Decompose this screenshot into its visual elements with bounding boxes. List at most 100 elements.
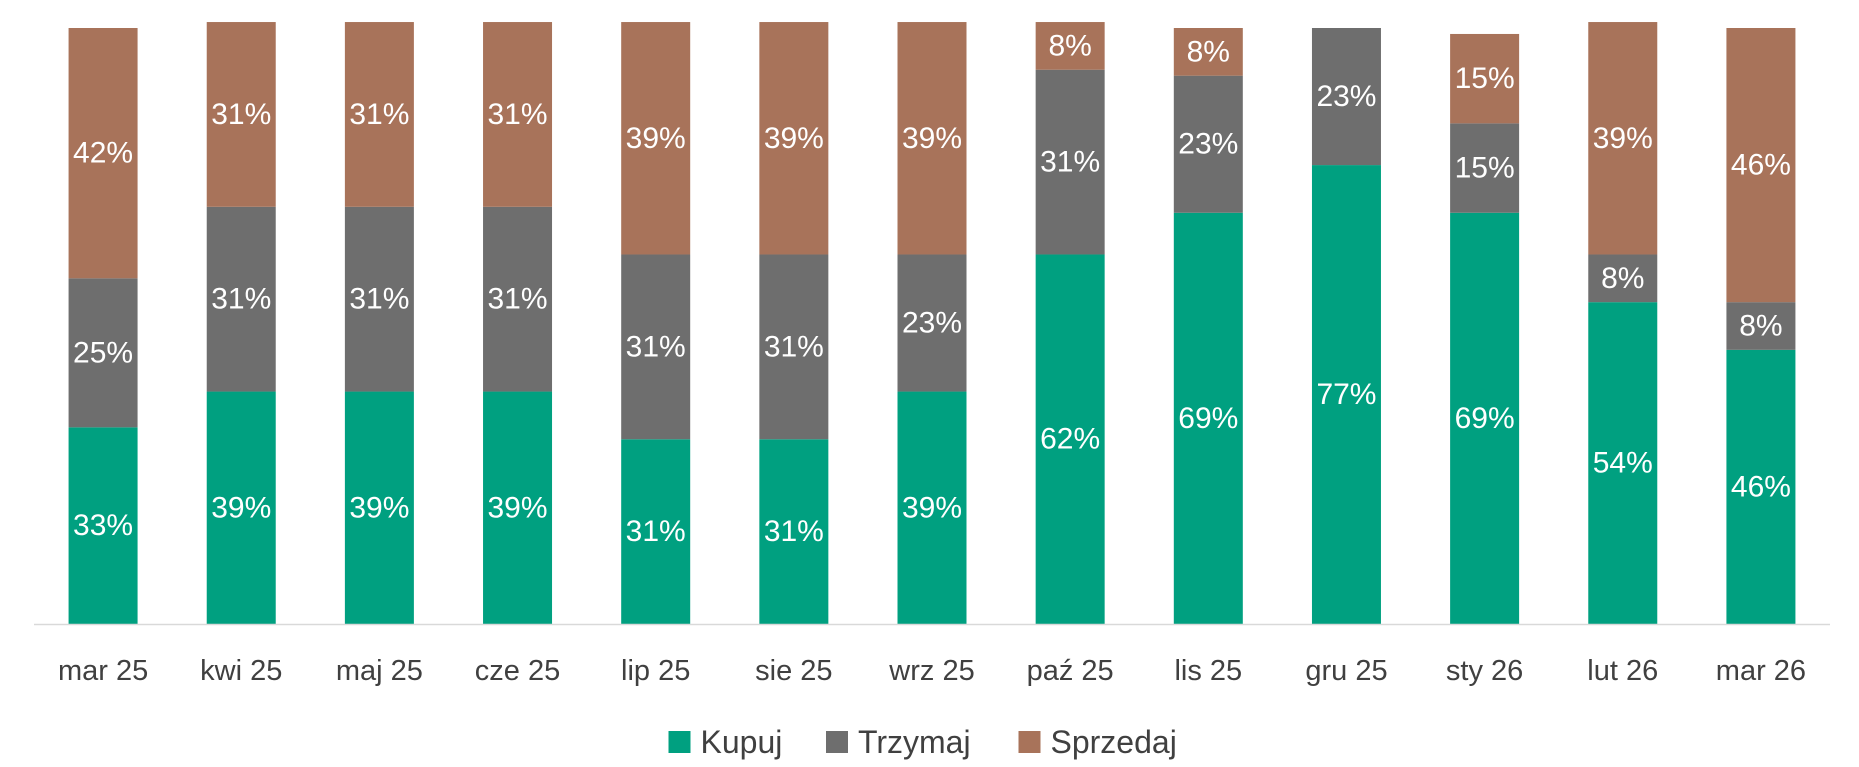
data-label-kupuj-kwi-25: 39% — [211, 491, 271, 524]
bar-segment-sprzedaj-lut-26 — [1588, 22, 1658, 255]
legend-label-kupuj: Kupuj — [701, 724, 783, 760]
data-label-trzymaj-mar-25: 25% — [73, 336, 133, 369]
data-label-sprzedaj-sty-26: 15% — [1455, 62, 1515, 95]
x-tick-label-sie-25: sie 25 — [755, 655, 832, 687]
data-label-sprzedaj-lut-26: 39% — [1593, 122, 1653, 155]
x-tick-label-sty-26: sty 26 — [1446, 655, 1523, 687]
legend-item-trzymaj: Trzymaj — [826, 724, 971, 760]
data-label-kupuj-lut-26: 54% — [1593, 447, 1653, 480]
bar-segment-kupuj-wrz-25 — [897, 391, 967, 624]
bar-segment-kupuj-paz-25 — [1035, 254, 1105, 625]
bar-segment-trzymaj-wrz-25 — [897, 254, 967, 392]
bar-segment-kupuj-kwi-25 — [206, 391, 276, 624]
data-label-trzymaj-wrz-25: 23% — [902, 307, 962, 340]
data-label-sprzedaj-mar-26: 46% — [1731, 149, 1791, 182]
bar-segment-sprzedaj-mar-26 — [1726, 28, 1796, 303]
x-tick-label-cze-25: cze 25 — [475, 655, 560, 687]
data-label-trzymaj-mar-26: 8% — [1739, 310, 1782, 343]
legend-item-kupuj: Kupuj — [668, 724, 783, 760]
segment-labels-layer: 33% 25% 42% 39% 31% 31% 39% 31% 31% 39% 31% 31% 31% 3… — [73, 29, 1791, 548]
bar-segment-trzymaj-maj-25 — [344, 206, 414, 392]
bar-segment-kupuj-mar-26 — [1726, 349, 1796, 624]
data-label-trzymaj-lip-25: 31% — [626, 330, 686, 363]
bar-segment-kupuj-sty-26 — [1450, 212, 1520, 624]
bar-segment-trzymaj-mar-26 — [1726, 302, 1796, 350]
bar-segment-trzymaj-sie-25 — [759, 254, 829, 440]
x-tick-label-gru-25: gru 25 — [1305, 655, 1387, 687]
bar-segment-trzymaj-cze-25 — [483, 206, 553, 392]
bar-segment-trzymaj-lip-25 — [621, 254, 691, 440]
bar-segment-kupuj-mar-25 — [68, 427, 138, 624]
data-label-sprzedaj-kwi-25: 31% — [211, 98, 271, 131]
bar-segment-kupuj-sie-25 — [759, 439, 829, 624]
data-label-sprzedaj-sie-25: 39% — [764, 122, 824, 155]
legend-item-sprzedaj: Sprzedaj — [1018, 724, 1177, 760]
bar-segment-kupuj-cze-25 — [483, 391, 553, 624]
bar-segment-kupuj-maj-25 — [344, 391, 414, 624]
bar-segment-trzymaj-gru-25 — [1311, 28, 1381, 166]
bar-segment-kupuj-lis-25 — [1173, 212, 1243, 624]
data-label-trzymaj-sie-25: 31% — [764, 330, 824, 363]
bar-segment-trzymaj-lis-25 — [1173, 75, 1243, 213]
data-label-sprzedaj-lis-25: 8% — [1187, 35, 1230, 68]
bar-segment-sprzedaj-paz-25 — [1035, 22, 1105, 70]
bar-segment-trzymaj-lut-26 — [1588, 254, 1658, 303]
bar-segment-sprzedaj-wrz-25 — [897, 22, 967, 255]
data-label-kupuj-sie-25: 31% — [764, 515, 824, 548]
data-label-trzymaj-lis-25: 23% — [1178, 128, 1238, 161]
data-label-kupuj-lip-25: 31% — [626, 515, 686, 548]
x-tick-label-wrz-25: wrz 25 — [888, 655, 974, 687]
data-label-kupuj-mar-26: 46% — [1731, 470, 1791, 503]
data-label-kupuj-sty-26: 69% — [1455, 402, 1515, 435]
bar-segment-sprzedaj-lis-25 — [1173, 28, 1243, 76]
bar-segment-sprzedaj-maj-25 — [344, 22, 414, 207]
data-label-kupuj-cze-25: 39% — [488, 491, 548, 524]
bar-segment-kupuj-lip-25 — [621, 439, 691, 624]
data-label-kupuj-lis-25: 69% — [1178, 402, 1238, 435]
bar-segment-trzymaj-paz-25 — [1035, 69, 1105, 255]
data-label-trzymaj-paz-25: 31% — [1040, 146, 1100, 179]
legend-swatch-kupuj — [668, 731, 691, 753]
data-label-sprzedaj-lip-25: 39% — [626, 122, 686, 155]
x-axis-tick-labels: mar 25 kwi 25 maj 25 cze 25 lip 25 sie 25 wrz … — [58, 655, 1806, 687]
bar-segment-trzymaj-mar-25 — [68, 278, 138, 428]
x-tick-label-maj-25: maj 25 — [336, 655, 423, 687]
data-label-sprzedaj-cze-25: 31% — [488, 98, 548, 131]
legend-label-trzymaj: Trzymaj — [858, 724, 971, 760]
bars-layer — [68, 22, 1796, 625]
bar-segment-sprzedaj-lip-25 — [621, 22, 691, 255]
data-label-trzymaj-gru-25: 23% — [1316, 80, 1376, 113]
data-label-kupuj-mar-25: 33% — [73, 509, 133, 542]
x-tick-label-paz-25: paź 25 — [1027, 655, 1114, 687]
bar-segment-sprzedaj-cze-25 — [483, 22, 553, 207]
data-label-sprzedaj-maj-25: 31% — [349, 98, 409, 131]
data-label-trzymaj-cze-25: 31% — [488, 283, 548, 316]
bar-segment-trzymaj-kwi-25 — [206, 206, 276, 392]
legend-swatch-sprzedaj — [1018, 731, 1041, 753]
bar-segment-trzymaj-sty-26 — [1450, 123, 1520, 213]
data-label-kupuj-gru-25: 77% — [1316, 378, 1376, 411]
data-label-trzymaj-lut-26: 8% — [1601, 262, 1644, 295]
data-label-sprzedaj-wrz-25: 39% — [902, 122, 962, 155]
data-label-trzymaj-maj-25: 31% — [349, 283, 409, 316]
legend-swatch-trzymaj — [826, 731, 848, 753]
data-label-kupuj-wrz-25: 39% — [902, 491, 962, 524]
bar-segment-sprzedaj-mar-25 — [68, 28, 138, 279]
legend-label-sprzedaj: Sprzedaj — [1051, 724, 1177, 760]
data-label-kupuj-paz-25: 62% — [1040, 423, 1100, 456]
data-label-trzymaj-sty-26: 15% — [1455, 152, 1515, 185]
bar-segment-kupuj-lut-26 — [1588, 302, 1658, 624]
legend: Kupuj Trzymaj Sprzedaj — [668, 724, 1177, 760]
x-tick-label-mar-25: mar 25 — [58, 655, 148, 687]
bar-segment-sprzedaj-kwi-25 — [206, 22, 276, 207]
bar-segment-kupuj-gru-25 — [1311, 165, 1381, 624]
data-label-sprzedaj-paz-25: 8% — [1048, 29, 1091, 62]
bar-segment-sprzedaj-sie-25 — [759, 22, 829, 255]
x-tick-label-lut-26: lut 26 — [1587, 655, 1658, 687]
data-label-kupuj-maj-25: 39% — [349, 491, 409, 524]
x-tick-label-mar-26: mar 26 — [1716, 655, 1806, 687]
x-tick-label-lis-25: lis 25 — [1174, 655, 1242, 687]
x-tick-label-kwi-25: kwi 25 — [200, 655, 282, 687]
